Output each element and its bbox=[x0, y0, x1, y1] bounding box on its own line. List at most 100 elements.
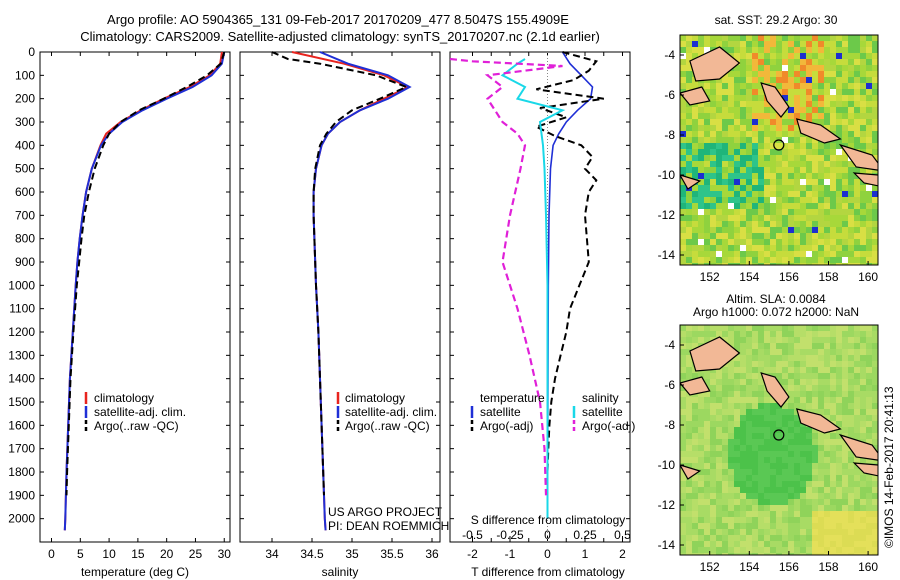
heatmap-cell bbox=[782, 173, 788, 179]
heatmap-cell bbox=[860, 209, 866, 215]
heatmap-cell bbox=[848, 65, 854, 71]
heatmap-cell bbox=[824, 547, 830, 553]
heatmap-cell bbox=[764, 331, 770, 337]
heatmap-cell bbox=[764, 475, 770, 481]
heatmap-cell bbox=[716, 391, 722, 397]
heatmap-cell bbox=[734, 95, 740, 101]
heatmap-cell bbox=[866, 343, 872, 349]
heatmap-cell bbox=[836, 505, 842, 511]
heatmap-cell bbox=[842, 161, 848, 167]
heatmap-cell bbox=[746, 505, 752, 511]
heatmap-cell bbox=[872, 107, 878, 113]
heatmap-cell bbox=[860, 409, 866, 415]
heatmap-cell bbox=[704, 101, 710, 107]
heatmap-cell bbox=[728, 155, 734, 161]
heatmap-cell bbox=[806, 197, 812, 203]
heatmap-cell bbox=[686, 137, 692, 143]
heatmap-cell bbox=[794, 505, 800, 511]
heatmap-cell bbox=[776, 119, 782, 125]
heatmap-cell bbox=[854, 89, 860, 95]
heatmap-cell bbox=[698, 239, 704, 245]
heatmap-cell bbox=[740, 391, 746, 397]
heatmap-cell bbox=[686, 409, 692, 415]
heatmap-cell bbox=[830, 355, 836, 361]
heatmap-cell bbox=[782, 149, 788, 155]
heatmap-cell bbox=[800, 475, 806, 481]
heatmap-cell bbox=[848, 499, 854, 505]
heatmap-cell bbox=[872, 439, 878, 445]
heatmap-cell bbox=[788, 457, 794, 463]
heatmap-cell bbox=[824, 397, 830, 403]
heatmap-cell bbox=[830, 245, 836, 251]
heatmap-cell bbox=[698, 523, 704, 529]
heatmap-cell bbox=[752, 373, 758, 379]
heatmap-cell bbox=[836, 553, 842, 555]
heatmap-cell bbox=[818, 179, 824, 185]
heatmap-cell bbox=[782, 367, 788, 373]
heatmap-cell bbox=[686, 113, 692, 119]
heatmap-cell bbox=[782, 505, 788, 511]
heatmap-cell bbox=[746, 125, 752, 131]
heatmap-cell bbox=[842, 185, 848, 191]
heatmap-cell bbox=[836, 53, 842, 59]
heatmap-cell bbox=[734, 427, 740, 433]
heatmap-cell bbox=[734, 439, 740, 445]
heatmap-cell bbox=[758, 505, 764, 511]
heatmap-cell bbox=[686, 233, 692, 239]
heatmap-cell bbox=[698, 529, 704, 535]
heatmap-cell bbox=[698, 427, 704, 433]
heatmap-cell bbox=[692, 505, 698, 511]
heatmap-cell bbox=[872, 251, 878, 257]
heatmap-cell bbox=[818, 173, 824, 179]
heatmap-cell bbox=[854, 529, 860, 535]
heatmap-cell bbox=[680, 179, 686, 185]
heatmap-cell bbox=[680, 227, 686, 233]
heatmap-cell bbox=[686, 107, 692, 113]
heatmap-cell bbox=[848, 209, 854, 215]
heatmap-cell bbox=[854, 107, 860, 113]
heatmap-cell bbox=[776, 535, 782, 541]
heatmap-cell bbox=[812, 53, 818, 59]
heatmap-cell bbox=[806, 367, 812, 373]
heatmap-cell bbox=[842, 65, 848, 71]
heatmap-cell bbox=[704, 113, 710, 119]
heatmap-cell bbox=[728, 547, 734, 553]
heatmap-cell bbox=[872, 245, 878, 251]
heatmap-cell bbox=[686, 41, 692, 47]
heatmap-cell bbox=[686, 119, 692, 125]
heatmap-cell bbox=[842, 245, 848, 251]
heatmap-cell bbox=[734, 355, 740, 361]
heatmap-cell bbox=[704, 143, 710, 149]
heatmap-cell bbox=[794, 475, 800, 481]
heatmap-cell bbox=[806, 251, 812, 257]
heatmap-cell bbox=[800, 185, 806, 191]
heatmap-cell bbox=[794, 239, 800, 245]
heatmap-cell bbox=[836, 233, 842, 239]
heatmap-cell bbox=[710, 41, 716, 47]
heatmap-cell bbox=[866, 367, 872, 373]
heatmap-cell bbox=[830, 251, 836, 257]
heatmap-cell bbox=[722, 161, 728, 167]
heatmap-cell bbox=[782, 71, 788, 77]
heatmap-cell bbox=[710, 143, 716, 149]
heatmap-cell bbox=[698, 403, 704, 409]
heatmap-cell bbox=[818, 41, 824, 47]
heatmap-cell bbox=[842, 179, 848, 185]
heatmap-cell bbox=[842, 221, 848, 227]
heatmap-cell bbox=[800, 167, 806, 173]
heatmap-cell bbox=[764, 53, 770, 59]
heatmap-cell bbox=[824, 535, 830, 541]
heatmap-cell bbox=[728, 481, 734, 487]
heatmap-cell bbox=[854, 355, 860, 361]
heatmap-cell bbox=[764, 101, 770, 107]
heatmap-cell bbox=[848, 481, 854, 487]
heatmap-cell bbox=[806, 403, 812, 409]
heatmap-cell bbox=[746, 499, 752, 505]
heatmap-cell bbox=[794, 379, 800, 385]
heatmap-cell bbox=[746, 475, 752, 481]
heatmap-cell bbox=[848, 167, 854, 173]
heatmap-cell bbox=[824, 391, 830, 397]
heatmap-cell bbox=[824, 487, 830, 493]
heatmap-cell bbox=[698, 553, 704, 555]
heatmap-cell bbox=[752, 367, 758, 373]
